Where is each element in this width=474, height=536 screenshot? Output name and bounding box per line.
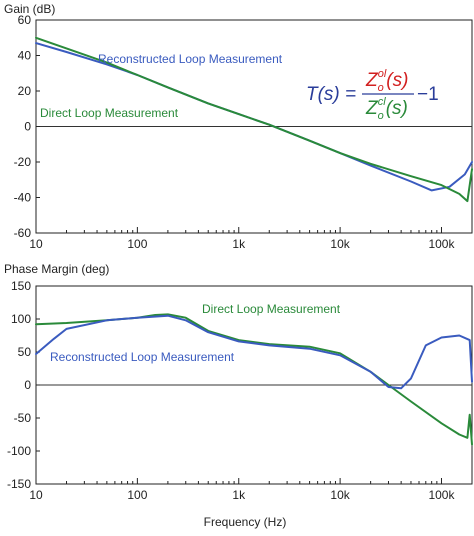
gain-annotation-direct: Direct Loop Measurement	[40, 106, 179, 120]
phase-y-ticks: -150 -100 -50 0 50 100 150	[7, 279, 40, 491]
phase-y-tick-label: 150	[11, 279, 31, 293]
formula-lhs: T(s) =	[306, 84, 356, 105]
gain-y-tick-label: 40	[18, 49, 32, 63]
phase-series-line-direct	[35, 313, 473, 446]
phase-y-axis-title: Phase Margin (deg)	[4, 262, 109, 276]
phase-x-tick-label: 100k	[428, 488, 455, 502]
gain-y-tick-label: 60	[18, 13, 32, 27]
gain-x-tick-label: 100k	[428, 237, 455, 251]
gain-chart: Gain (dB) -60 -40 -20 0 20 40 60 10 100 1k 10k 100…	[4, 2, 473, 251]
phase-x-axis-title: Frequency (Hz)	[204, 515, 287, 529]
gain-x-tick-label: 10	[29, 237, 43, 251]
phase-annotation-direct: Direct Loop Measurement	[202, 302, 341, 316]
formula-minus-one: −1	[417, 84, 439, 105]
phase-x-tick-label: 10k	[330, 488, 350, 502]
phase-y-tick-label: 100	[11, 312, 31, 326]
gain-y-tick-label: 20	[18, 84, 32, 98]
gain-y-tick-label: 0	[24, 120, 31, 134]
phase-y-tick-label: -100	[7, 444, 31, 458]
phase-y-tick-label: -50	[14, 411, 32, 425]
gain-x-tick-label: 1k	[232, 237, 246, 251]
formula-numerator: Zool(s)	[365, 68, 408, 94]
gain-y-ticks: -60 -40 -20 0 20 40 60	[14, 13, 40, 240]
phase-annotation-reconstructed: Reconstructed Loop Measurement	[50, 350, 235, 364]
phase-chart: Phase Margin (deg) -150-100-50050100150 …	[4, 262, 473, 529]
phase-series-line-reconstructed	[35, 314, 473, 390]
gain-series-group	[35, 36, 473, 203]
phase-y-tick-label: -150	[7, 477, 31, 491]
formula-denominator: Zocl(s)	[365, 96, 408, 122]
phase-x-tick-label: 10	[29, 488, 43, 502]
phase-series-group	[35, 313, 473, 446]
gain-y-axis-title: Gain (dB)	[4, 2, 55, 16]
phase-y-tick-label: 0	[24, 378, 31, 392]
gain-y-tick-label: -20	[14, 155, 32, 169]
gain-x-tick-label: 100	[127, 237, 147, 251]
loop-gain-formula: T(s) = Zool(s) Zocl(s) −1	[306, 68, 439, 122]
phase-y-tick-label: 50	[18, 345, 32, 359]
gain-series-line-direct	[35, 36, 473, 203]
gain-annotation-reconstructed: Reconstructed Loop Measurement	[98, 52, 283, 66]
gain-x-ticks: 10 100 1k 10k 100k	[29, 227, 473, 251]
phase-x-tick-label: 100	[127, 488, 147, 502]
phase-x-ticks: 10 100 1k 10k 100k	[29, 478, 473, 502]
phase-x-tick-label: 1k	[232, 488, 246, 502]
gain-x-tick-label: 10k	[330, 237, 350, 251]
gain-y-tick-label: -40	[14, 191, 32, 205]
gain-y-tick-label: -60	[14, 226, 32, 240]
